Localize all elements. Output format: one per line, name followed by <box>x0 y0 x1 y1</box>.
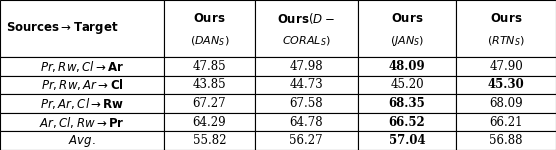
Text: 55.82: 55.82 <box>192 134 226 147</box>
Text: 66.21: 66.21 <box>489 116 523 129</box>
Bar <box>358 94 456 113</box>
Text: 45.30: 45.30 <box>488 78 525 91</box>
Text: $\mathbf{Ours}(D-$: $\mathbf{Ours}(D-$ <box>277 11 335 26</box>
Bar <box>255 57 358 76</box>
Text: $\mathbf{Ours}$: $\mathbf{Ours}$ <box>490 12 523 25</box>
Text: $Ar, Cl, Rw \rightarrow\mathbf{Pr}$: $Ar, Cl, Rw \rightarrow\mathbf{Pr}$ <box>39 115 125 130</box>
Bar <box>255 76 358 94</box>
Text: 67.58: 67.58 <box>289 97 323 110</box>
Bar <box>255 94 358 113</box>
Text: 64.29: 64.29 <box>192 116 226 129</box>
Bar <box>358 57 456 76</box>
Text: 47.98: 47.98 <box>289 60 323 73</box>
Bar <box>456 131 556 150</box>
Bar <box>164 113 255 131</box>
Bar <box>456 76 556 94</box>
Bar <box>0 76 164 94</box>
Bar <box>358 113 456 131</box>
Bar <box>164 131 255 150</box>
Text: $(JAN_S)$: $(JAN_S)$ <box>390 34 424 48</box>
Bar <box>255 0 358 57</box>
Text: 68.09: 68.09 <box>489 97 523 110</box>
Text: 66.52: 66.52 <box>389 116 425 129</box>
Bar <box>456 113 556 131</box>
Bar <box>456 94 556 113</box>
Text: 44.73: 44.73 <box>289 78 323 91</box>
Text: 47.90: 47.90 <box>489 60 523 73</box>
Text: $Pr, Ar, Cl \rightarrow\mathbf{Rw}$: $Pr, Ar, Cl \rightarrow\mathbf{Rw}$ <box>40 96 124 111</box>
Text: 48.09: 48.09 <box>389 60 425 73</box>
Text: 45.20: 45.20 <box>390 78 424 91</box>
Text: 43.85: 43.85 <box>192 78 226 91</box>
Bar <box>358 131 456 150</box>
Bar <box>456 57 556 76</box>
Text: 64.78: 64.78 <box>289 116 323 129</box>
Text: 56.27: 56.27 <box>289 134 323 147</box>
Bar <box>255 113 358 131</box>
Bar <box>358 76 456 94</box>
Bar <box>358 0 456 57</box>
Text: $(DAN_S)$: $(DAN_S)$ <box>190 34 229 48</box>
Bar <box>0 94 164 113</box>
Bar <box>0 0 164 57</box>
Text: $(RTN_S)$: $(RTN_S)$ <box>487 34 525 48</box>
Text: $\mathbf{Ours}$: $\mathbf{Ours}$ <box>391 12 423 25</box>
Text: 67.27: 67.27 <box>192 97 226 110</box>
Bar <box>164 57 255 76</box>
Bar <box>0 131 164 150</box>
Text: $Pr, Rw, Cl \rightarrow\mathbf{Ar}$: $Pr, Rw, Cl \rightarrow\mathbf{Ar}$ <box>40 59 124 74</box>
Bar <box>164 76 255 94</box>
Text: $\mathbf{Ours}$: $\mathbf{Ours}$ <box>193 12 226 25</box>
Bar <box>456 0 556 57</box>
Bar <box>0 57 164 76</box>
Text: 57.04: 57.04 <box>389 134 425 147</box>
Bar <box>255 131 358 150</box>
Text: $Pr, Rw, Ar \rightarrow\mathbf{Cl}$: $Pr, Rw, Ar \rightarrow\mathbf{Cl}$ <box>41 77 123 92</box>
Bar <box>0 113 164 131</box>
Text: 56.88: 56.88 <box>489 134 523 147</box>
Bar <box>164 94 255 113</box>
Text: $CORAL_S)$: $CORAL_S)$ <box>282 34 330 48</box>
Text: 47.85: 47.85 <box>192 60 226 73</box>
Text: $Avg.$: $Avg.$ <box>68 133 96 149</box>
Text: $\mathbf{Sources} \rightarrow \mathbf{Target}$: $\mathbf{Sources} \rightarrow \mathbf{Ta… <box>6 21 118 36</box>
Text: 68.35: 68.35 <box>389 97 425 110</box>
Bar <box>164 0 255 57</box>
